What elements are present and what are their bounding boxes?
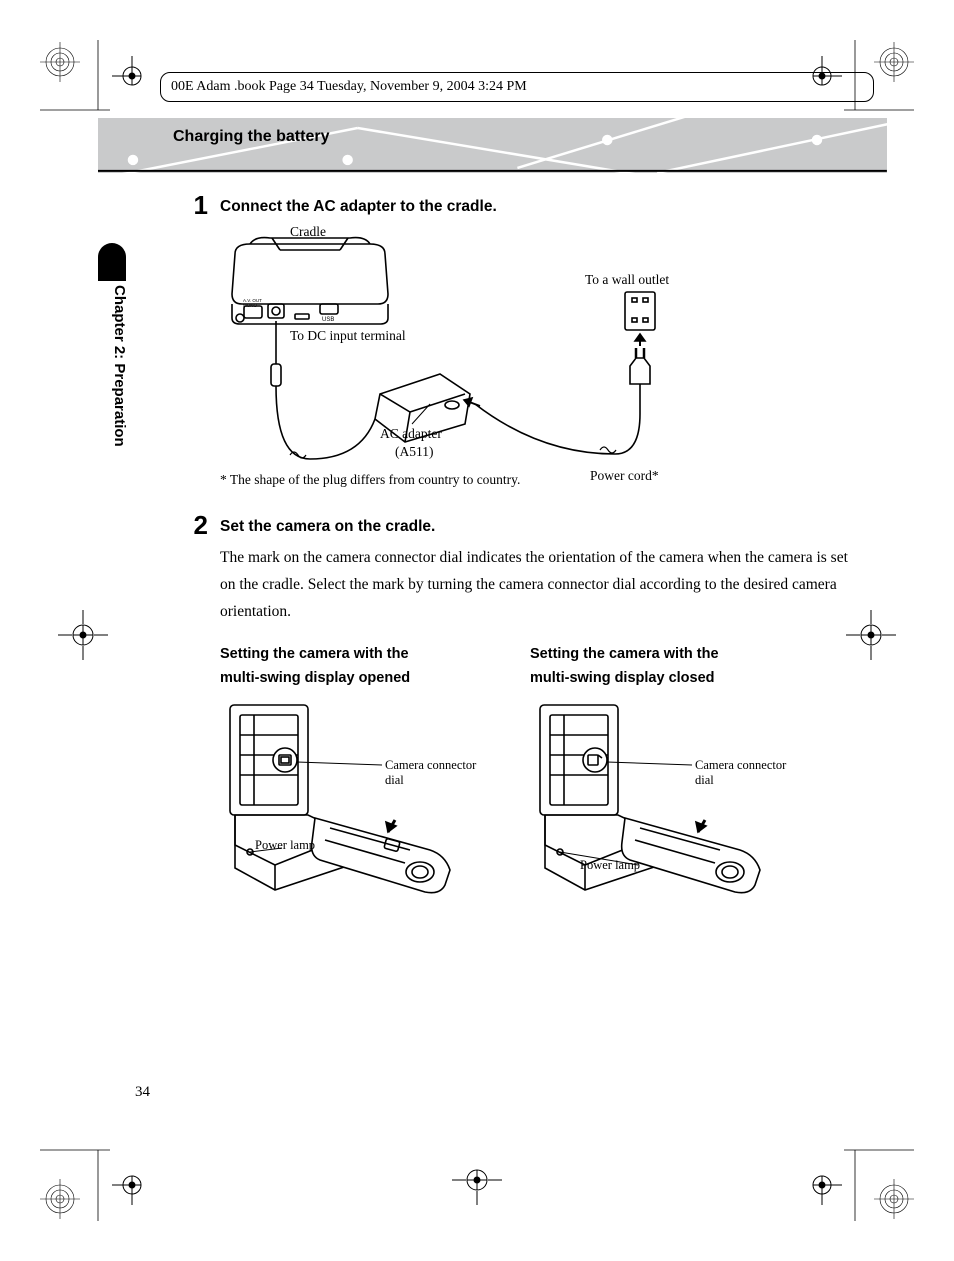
- step-2-num: 2: [188, 512, 208, 538]
- meta-text: 00E Adam .book Page 34 Tuesday, November…: [171, 79, 527, 95]
- step-1: 1 Connect the AC adapter to the cradle.: [188, 192, 858, 218]
- label-lamp-r: Power lamp: [580, 858, 640, 873]
- label-dial-2l: dial: [385, 773, 404, 788]
- figure-2-right: Camera connector dial Power lamp: [530, 700, 810, 900]
- step-1-title: Connect the AC adapter to the cradle.: [220, 192, 497, 216]
- left-head-2: multi-swing display opened: [220, 667, 520, 690]
- meta-line: 00E Adam .book Page 34 Tuesday, November…: [160, 72, 874, 102]
- chapter-tab: [98, 243, 126, 281]
- banner-title: Charging the battery: [173, 128, 329, 146]
- label-dial-1r: Camera connector: [695, 758, 786, 773]
- left-head-1: Setting the camera with the: [220, 643, 520, 666]
- label-lamp-l: Power lamp: [255, 838, 315, 853]
- step-2-body: The mark on the camera connector dial in…: [220, 544, 858, 625]
- col-left: Setting the camera with the multi-swing …: [220, 643, 520, 899]
- label-mono: MONO: [243, 303, 257, 308]
- step-1-num: 1: [188, 192, 208, 218]
- label-usb: USB: [322, 317, 334, 323]
- section-banner: Charging the battery: [98, 118, 887, 173]
- right-head-2: multi-swing display closed: [530, 667, 830, 690]
- step-2-title: Set the camera on the cradle.: [220, 512, 435, 536]
- label-footnote: * The shape of the plug differs from cou…: [220, 472, 520, 488]
- figure-2-left: Camera connector dial Power lamp: [220, 700, 500, 900]
- col-right: Setting the camera with the multi-swing …: [530, 643, 830, 899]
- step-2: 2 Set the camera on the cradle.: [188, 512, 858, 538]
- right-head-1: Setting the camera with the: [530, 643, 830, 666]
- chapter-label: Chapter 2: Preparation: [111, 285, 128, 447]
- label-dial-1l: Camera connector: [385, 758, 476, 773]
- page-number: 34: [135, 1084, 150, 1101]
- label-dial-2r: dial: [695, 773, 714, 788]
- figure-1: Cradle To a wall outlet To DC input term…: [220, 224, 858, 484]
